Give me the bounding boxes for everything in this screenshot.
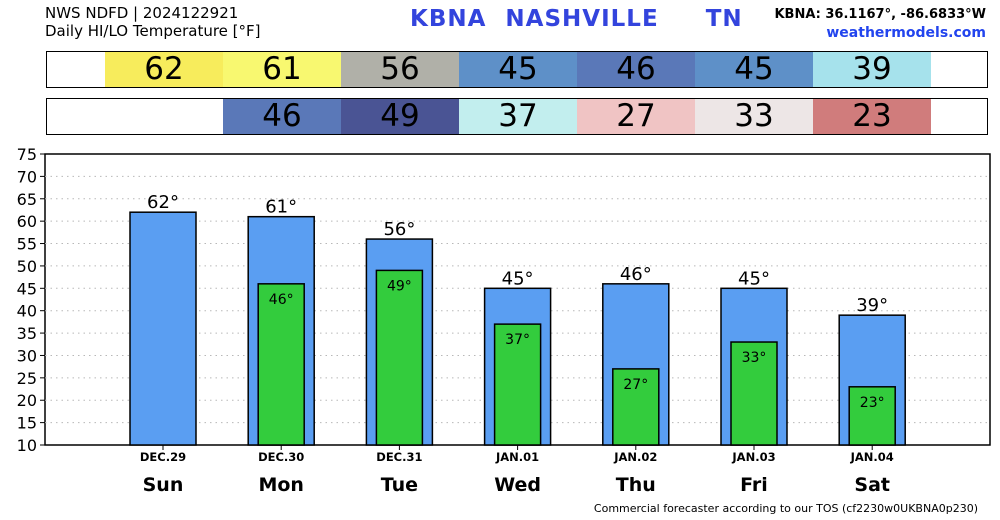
y-tick-label: 65 — [17, 190, 37, 209]
high-temp-label: 45° — [502, 268, 534, 289]
low-temp-cell — [105, 99, 223, 134]
date-label: DEC.30 — [258, 450, 304, 464]
low-temp-label: 49° — [387, 278, 412, 294]
date-label: DEC.29 — [140, 450, 186, 464]
low-temp-bar — [730, 341, 778, 446]
low-temp-cell: 23 — [813, 99, 931, 134]
y-tick-label: 75 — [17, 145, 37, 164]
weekday-label: Fri — [740, 474, 768, 496]
header-right: KBNA: 36.1167°, -86.6833°W weathermodels… — [774, 6, 986, 42]
city-name: NASHVILLE — [505, 6, 659, 32]
site-link[interactable]: weathermodels.com — [826, 25, 986, 41]
low-temp-label: 33° — [742, 350, 767, 366]
temperature-chart: 75 70 65 60 55 50 45 40 35 30 25 20 15 10 62° DEC.29 Sun… — [17, 145, 991, 496]
y-tick-label: 70 — [17, 167, 37, 186]
low-temp-label: 37° — [505, 332, 530, 348]
y-tick-label: 30 — [17, 346, 37, 365]
station-id: KBNA — [410, 6, 487, 32]
footer-note: Commercial forecaster according to our T… — [593, 502, 978, 515]
high-temp-cell: 56 — [341, 52, 459, 87]
y-tick-label: 50 — [17, 257, 37, 276]
date-label: JAN.03 — [731, 450, 775, 464]
high-temp-label: 45° — [738, 268, 770, 289]
high-temp-cell: 39 — [813, 52, 931, 87]
weekday-label: Sat — [854, 474, 890, 496]
weekday-label: Wed — [494, 474, 541, 496]
high-temp-label: 62° — [147, 192, 179, 213]
low-temp-bar — [848, 386, 896, 446]
low-temp-cell: 27 — [577, 99, 695, 134]
chart-subtitle: Daily HI/LO Temperature [°F] — [45, 22, 261, 40]
header-left: NWS NDFD | 2024122921 Daily HI/LO Temper… — [45, 4, 261, 40]
low-temp-strip: 46 49 37 27 33 23 — [46, 98, 988, 135]
product-line: NWS NDFD | 2024122921 — [45, 4, 239, 22]
high-temp-label: 61° — [265, 197, 297, 218]
date-label: JAN.02 — [613, 450, 657, 464]
low-temp-label: 46° — [269, 292, 294, 308]
high-temp-label: 46° — [620, 264, 652, 285]
y-tick-label: 45 — [17, 279, 37, 298]
y-tick-label: 20 — [17, 391, 37, 410]
low-temp-label: 23° — [860, 395, 885, 411]
y-tick-label: 10 — [17, 436, 37, 455]
low-temp-cell: 37 — [459, 99, 577, 134]
low-temp-bar — [493, 323, 542, 446]
station-coords: KBNA: 36.1167°, -86.6833°W — [774, 7, 986, 22]
weekday-label: Thu — [616, 474, 656, 496]
high-temp-cell: 46 — [577, 52, 695, 87]
high-temp-cell: 45 — [459, 52, 577, 87]
high-temp-label: 56° — [383, 219, 415, 240]
y-tick-label: 25 — [17, 369, 37, 388]
station-title: KBNA NASHVILLE TN — [410, 6, 753, 32]
low-temp-cell: 46 — [223, 99, 341, 134]
high-temp-cell: 45 — [695, 52, 813, 87]
low-temp-label: 27° — [623, 377, 648, 393]
date-label: JAN.01 — [495, 450, 539, 464]
low-temp-cell: 49 — [341, 99, 459, 134]
y-tick-label: 55 — [17, 235, 37, 254]
date-label: DEC.31 — [376, 450, 422, 464]
y-tick-label: 60 — [17, 212, 37, 231]
high-temp-bar — [129, 211, 197, 446]
low-temp-bar — [257, 283, 305, 446]
state-code: TN — [705, 6, 743, 32]
weekday-label: Tue — [381, 474, 418, 496]
high-temp-cell: 61 — [223, 52, 341, 87]
low-temp-bar — [375, 269, 424, 446]
y-tick-label: 40 — [17, 302, 37, 321]
high-temp-label: 39° — [856, 295, 888, 316]
weekday-label: Mon — [258, 474, 304, 496]
high-temp-strip: 62 61 56 45 46 45 39 — [46, 51, 988, 88]
weekday-label: Sun — [143, 474, 184, 496]
y-tick-label: 15 — [17, 414, 37, 433]
y-tick-label: 35 — [17, 324, 37, 343]
high-temp-cell: 62 — [105, 52, 223, 87]
low-temp-cell: 33 — [695, 99, 813, 134]
date-label: JAN.04 — [850, 450, 894, 464]
